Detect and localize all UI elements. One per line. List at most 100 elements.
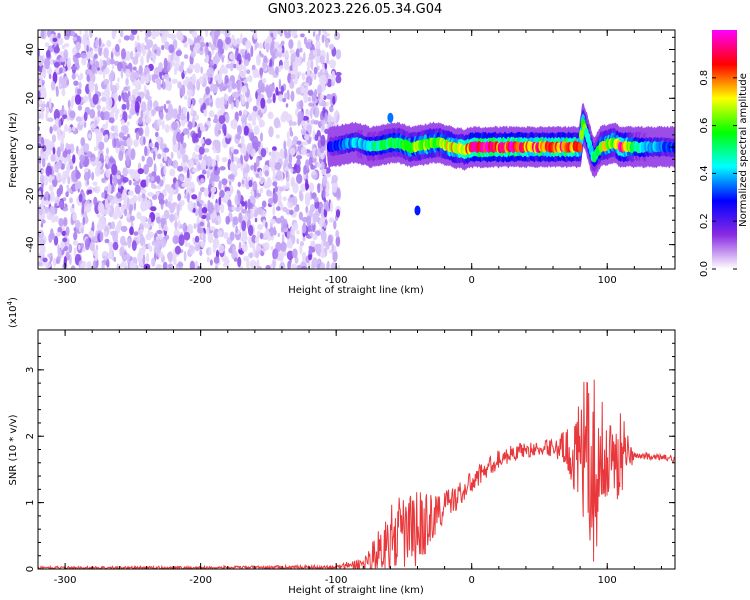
heatmap-cell: [75, 116, 82, 122]
heatmap-cell: [286, 138, 292, 148]
heatmap-cell: [130, 102, 135, 109]
heatmap-cell: [112, 241, 119, 251]
heatmap-cell: [205, 156, 213, 168]
heatmap-cell: [251, 195, 256, 206]
heatmap-cell: [301, 146, 307, 156]
heatmap-cell: [71, 73, 76, 80]
heatmap-cell: [214, 114, 218, 120]
heatmap-cell: [93, 196, 98, 206]
heatmap-cell: [180, 61, 185, 66]
heatmap-cell: [324, 62, 328, 70]
heatmap-cell: [236, 163, 243, 168]
heatmap-cell: [312, 212, 319, 223]
heatmap-cell: [207, 67, 214, 78]
heatmap-cell: [293, 222, 299, 231]
heatmap-cell: [286, 240, 294, 249]
heatmap-cell: [38, 190, 42, 200]
heatmap-cell: [148, 245, 153, 253]
heatmap-cell: [326, 78, 333, 88]
heatmap-cell: [106, 40, 112, 48]
heatmap-cell: [299, 99, 304, 110]
heatmap-cell: [241, 208, 247, 214]
heatmap-cell: [300, 265, 308, 269]
heatmap-cell: [303, 165, 307, 175]
heatmap-cell: [103, 209, 108, 216]
snr-y-ticks: 0 1 2 3: [25, 329, 675, 572]
heatmap-cell: [183, 166, 189, 171]
heatmap-cell: [326, 102, 329, 107]
colorbar-tick-label: 0.6: [699, 118, 710, 134]
heatmap-cell: [160, 238, 167, 248]
heatmap-cell: [137, 127, 144, 136]
heatmap-cell: [62, 114, 68, 119]
heatmap-cell: [150, 206, 157, 212]
heatmap-cell: [69, 197, 73, 204]
heatmap-cell: [290, 168, 294, 174]
colorbar: 0.0 0.2 0.4 0.6 0.8 Normalized spectral ampl…: [699, 30, 749, 277]
heatmap-cell: [250, 128, 253, 133]
heatmap-cell: [156, 46, 161, 57]
heatmap-cell: [161, 120, 165, 130]
heatmap-cell: [192, 207, 196, 213]
heatmap-cell: [122, 92, 129, 103]
heatmap-cell: [245, 40, 251, 49]
heatmap-cell: [126, 121, 130, 126]
heatmap-cell: [72, 154, 76, 164]
heatmap-cell: [140, 42, 145, 54]
heatmap-cell: [237, 181, 241, 188]
heatmap-cell: [200, 177, 205, 183]
heatmap-cell: [211, 30, 215, 41]
heatmap-cell: [255, 173, 259, 178]
heatmap-cell: [96, 104, 102, 111]
heatmap-y-tick-label: 0: [25, 144, 36, 150]
heatmap-cell: [253, 162, 257, 173]
heatmap-cell: [200, 66, 204, 74]
heatmap-cell: [272, 205, 276, 216]
heatmap-cell: [241, 232, 247, 245]
heatmap-cell: [111, 163, 118, 176]
heatmap-cell: [224, 74, 229, 84]
heatmap-cell: [110, 230, 117, 236]
heatmap-cell: [109, 58, 115, 65]
heatmap-cell: [144, 125, 150, 138]
heatmap-cell: [133, 139, 139, 148]
heatmap-cell: [38, 79, 43, 90]
heatmap-cell: [236, 80, 241, 91]
heatmap-cell: [252, 245, 256, 258]
heatmap-cell: [219, 189, 225, 199]
heatmap-cell: [280, 241, 287, 252]
heatmap-cell: [246, 69, 251, 75]
heatmap-cell: [89, 71, 93, 78]
heatmap-cell: [300, 183, 307, 193]
heatmap-cell: [74, 52, 82, 59]
heatmap-cell: [63, 49, 69, 60]
heatmap-cell: [92, 248, 98, 257]
heatmap-cell: [317, 84, 322, 96]
heatmap-cell: [251, 121, 257, 126]
heatmap-cell: [319, 147, 325, 154]
heatmap-cell: [38, 156, 42, 164]
heatmap-cell: [106, 96, 113, 109]
heatmap-cell: [289, 209, 294, 216]
heatmap-cell: [103, 87, 111, 99]
heatmap-cell: [185, 76, 189, 83]
heatmap-cell: [183, 54, 189, 59]
heatmap-cell: [65, 226, 70, 236]
heatmap-cell: [129, 197, 136, 205]
heatmap-cell: [289, 130, 294, 137]
heatmap-cell: [246, 258, 250, 269]
heatmap-cell: [164, 41, 170, 50]
snr-x-axis-label: Height of straight line (km): [288, 585, 424, 596]
heatmap-cell: [225, 190, 231, 198]
heatmap-cell: [218, 115, 226, 124]
heatmap-cell: [180, 147, 186, 155]
heatmap-cell: [44, 42, 50, 48]
heatmap-cell: [307, 90, 314, 96]
heatmap-cell: [187, 200, 194, 212]
heatmap-cell: [198, 205, 204, 218]
heatmap-cell: [244, 172, 248, 178]
heatmap-cell: [146, 252, 150, 263]
heatmap-cell: [284, 166, 290, 172]
heatmap-cell: [201, 207, 208, 214]
heatmap-cell: [108, 117, 115, 124]
